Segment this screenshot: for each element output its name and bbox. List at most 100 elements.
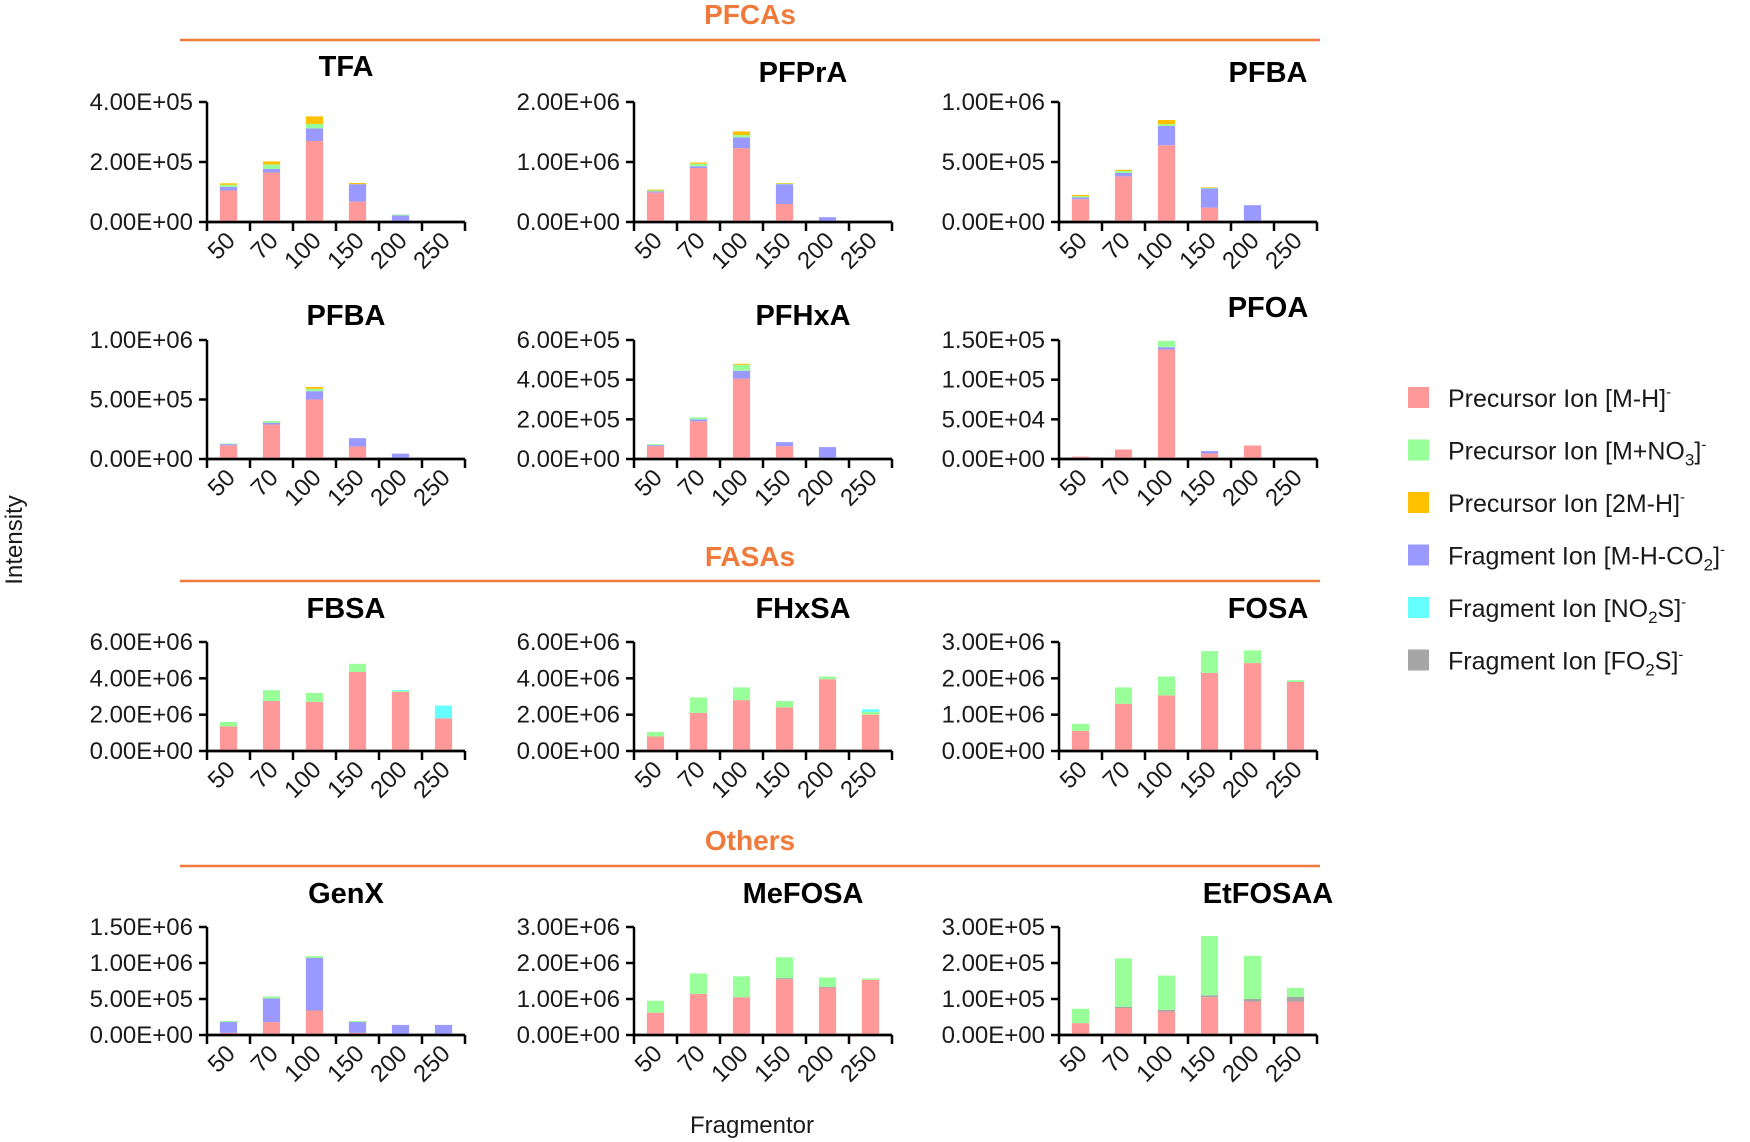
x-tick-label: 100: [1131, 756, 1178, 803]
bar-segment: [434, 718, 453, 751]
bar-segment: [646, 446, 665, 459]
bar-segment: [348, 183, 367, 185]
bar-segment: [1157, 124, 1176, 126]
bar-segment: [1071, 195, 1090, 197]
section-title-fasas: FASAs: [705, 541, 795, 572]
bar-segment: [262, 161, 281, 165]
x-tick-label: 70: [673, 1040, 711, 1078]
x-tick-label: 100: [1131, 464, 1178, 511]
y-tick-label: 1.00E+05: [942, 367, 1045, 394]
bar-segment: [861, 711, 880, 715]
legend-label-sup: -: [1666, 384, 1671, 401]
x-tick-label: 50: [1055, 1040, 1093, 1078]
y-tick-label: 0.00E+00: [90, 209, 193, 236]
y-tick-label: 0.00E+00: [942, 738, 1045, 765]
bar-segment: [262, 168, 281, 173]
bar-segment: [1200, 187, 1219, 188]
y-tick-label: 3.00E+06: [517, 914, 620, 941]
y-tick-label: 3.00E+06: [942, 629, 1045, 656]
bar-segment: [818, 447, 837, 459]
bar-segment: [1243, 650, 1262, 664]
y-tick-label: 0.00E+00: [90, 1022, 193, 1049]
bar-segment: [689, 697, 708, 713]
bar-segment: [1157, 1009, 1176, 1012]
x-tick-label: 50: [203, 227, 241, 265]
chart-title: FBSA: [307, 593, 386, 625]
chart-mefosa: MeFOSA 0.00E+00 1.00E+06 2.00E+06 3.00E+06 50…: [517, 878, 894, 1088]
legend-label-sub: 2: [1648, 608, 1657, 627]
bar-segment: [732, 976, 751, 998]
bar-segment: [1243, 663, 1262, 751]
bar-segment: [391, 1024, 410, 1035]
chart-pfba: PFBA 0.00E+00 5.00E+05 1.00E+06 50 7010015020…: [90, 300, 467, 512]
y-tick-label: 0.00E+00: [517, 446, 620, 473]
legend-item: Precursor Ion [2M-H]-: [1408, 489, 1685, 518]
bar-segment: [348, 184, 367, 202]
bar-segment: [689, 163, 708, 167]
legend-swatch: [1408, 387, 1429, 408]
y-tick-label: 5.00E+04: [942, 406, 1045, 433]
legend-label-main: Fragment Ion [M-H-CO: [1448, 543, 1704, 571]
bar-segment: [305, 116, 324, 124]
x-tick-label: 250: [835, 756, 882, 803]
bar-segment: [689, 166, 708, 168]
y-tick-label: 1.00E+06: [517, 149, 620, 176]
x-tick-label: 250: [1260, 756, 1307, 803]
bar-segment: [775, 957, 794, 979]
bar-segment: [1114, 169, 1133, 171]
bar-segment: [348, 438, 367, 447]
bar-segment: [219, 443, 238, 445]
legend-label-sub: 2: [1704, 556, 1713, 575]
legend-label-sub: 3: [1685, 451, 1694, 470]
legend-label-main: Fragment Ion [NO: [1448, 595, 1648, 623]
bar-segment: [1114, 958, 1133, 1007]
y-axis-label: Intensity: [1, 495, 28, 584]
x-axis-label: Fragmentor: [690, 1112, 814, 1139]
x-tick-label: 70: [1098, 227, 1136, 265]
bar-segment: [1200, 672, 1219, 751]
legend-label-after: S]: [1658, 595, 1682, 623]
legend-swatch: [1408, 439, 1429, 461]
bar-segment: [219, 183, 238, 185]
chart-fosa: FOSA 0.00E+00 1.00E+06 2.00E+06 3.00E+06 50 70…: [942, 593, 1319, 804]
x-tick-label: 150: [749, 227, 796, 274]
y-tick-label: 4.00E+05: [517, 367, 620, 394]
bar-segment: [775, 979, 794, 1035]
bar-segment: [1243, 445, 1262, 459]
bar-segment: [775, 978, 794, 980]
y-tick-label: 0.00E+00: [517, 1022, 620, 1049]
x-tick-label: 200: [792, 756, 839, 803]
bar-segment: [305, 399, 324, 459]
y-tick-label: 2.00E+05: [517, 406, 620, 433]
legend-swatch: [1408, 544, 1429, 566]
bar-segment: [219, 1020, 238, 1023]
bar-segment: [305, 1010, 324, 1035]
bar-segment: [1114, 703, 1133, 751]
bar-segment: [732, 363, 751, 365]
x-tick-label: 70: [673, 227, 711, 265]
y-tick-label: 2.00E+06: [517, 950, 620, 977]
y-tick-label: 4.00E+05: [90, 89, 193, 116]
x-tick-label: 250: [408, 756, 455, 803]
chart-tfa: TFA 0.00E+00 2.00E+05 4.00E+05 50 70100150200…: [90, 51, 467, 275]
bar-segment: [818, 986, 837, 988]
x-tick-label: 50: [203, 756, 241, 794]
bar-segment: [391, 215, 410, 222]
bar-segment: [305, 701, 324, 751]
y-tick-label: 6.00E+06: [517, 629, 620, 656]
bar-segment: [219, 445, 238, 459]
chart-genx: GenX 0.00E+00 5.00E+05 1.00E+06 1.50E+06 50 70…: [90, 878, 467, 1088]
bar-segment: [818, 676, 837, 680]
legend-label-after: S]: [1655, 648, 1679, 676]
x-tick-label: 70: [246, 756, 284, 794]
bar-segment: [1286, 996, 1305, 1002]
y-tick-label: 2.00E+06: [517, 89, 620, 116]
x-tick-label: 200: [365, 227, 412, 274]
x-tick-label: 70: [246, 227, 284, 265]
y-tick-label: 0.00E+00: [90, 738, 193, 765]
y-tick-label: 2.00E+06: [90, 702, 193, 729]
bar-segment: [262, 996, 281, 999]
y-tick-label: 4.00E+06: [517, 665, 620, 692]
bar-segment: [732, 370, 751, 379]
bar-segment: [305, 956, 324, 958]
